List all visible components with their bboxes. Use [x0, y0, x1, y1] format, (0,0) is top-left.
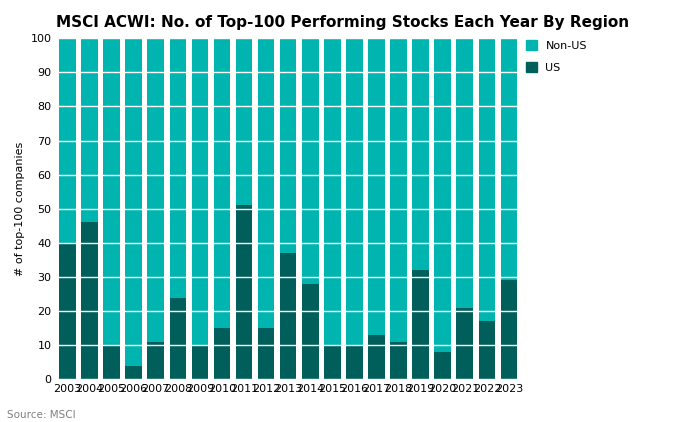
Legend: Non-US, US: Non-US, US — [526, 40, 587, 73]
Bar — [280, 253, 297, 379]
Bar — [169, 38, 186, 298]
Bar — [435, 38, 451, 352]
Bar — [236, 206, 252, 379]
Bar — [302, 284, 318, 379]
Bar — [60, 243, 76, 379]
Bar — [346, 38, 363, 345]
Y-axis label: # of top-100 companies: # of top-100 companies — [15, 142, 25, 276]
Bar — [148, 342, 164, 379]
Bar — [412, 38, 429, 270]
Bar — [479, 38, 495, 322]
Bar — [302, 38, 318, 284]
Bar — [236, 38, 252, 206]
Bar — [104, 38, 120, 345]
Bar — [500, 38, 517, 281]
Bar — [391, 342, 407, 379]
Text: Source: MSCI: Source: MSCI — [7, 410, 76, 420]
Bar — [324, 345, 341, 379]
Bar — [435, 352, 451, 379]
Bar — [391, 38, 407, 342]
Bar — [368, 335, 385, 379]
Bar — [125, 38, 142, 366]
Bar — [60, 38, 76, 243]
Bar — [192, 38, 208, 345]
Bar — [169, 298, 186, 379]
Text: MSCI ACWI: No. of Top-100 Performing Stocks Each Year By Region: MSCI ACWI: No. of Top-100 Performing Sto… — [57, 15, 629, 30]
Bar — [81, 222, 98, 379]
Bar — [479, 322, 495, 379]
Bar — [81, 38, 98, 222]
Bar — [192, 345, 208, 379]
Bar — [214, 328, 230, 379]
Bar — [324, 38, 341, 345]
Bar — [368, 38, 385, 335]
Bar — [412, 270, 429, 379]
Bar — [258, 328, 274, 379]
Bar — [456, 308, 473, 379]
Bar — [214, 38, 230, 328]
Bar — [346, 345, 363, 379]
Bar — [104, 345, 120, 379]
Bar — [258, 38, 274, 328]
Bar — [148, 38, 164, 342]
Bar — [500, 281, 517, 379]
Bar — [280, 38, 297, 253]
Bar — [125, 366, 142, 379]
Bar — [456, 38, 473, 308]
